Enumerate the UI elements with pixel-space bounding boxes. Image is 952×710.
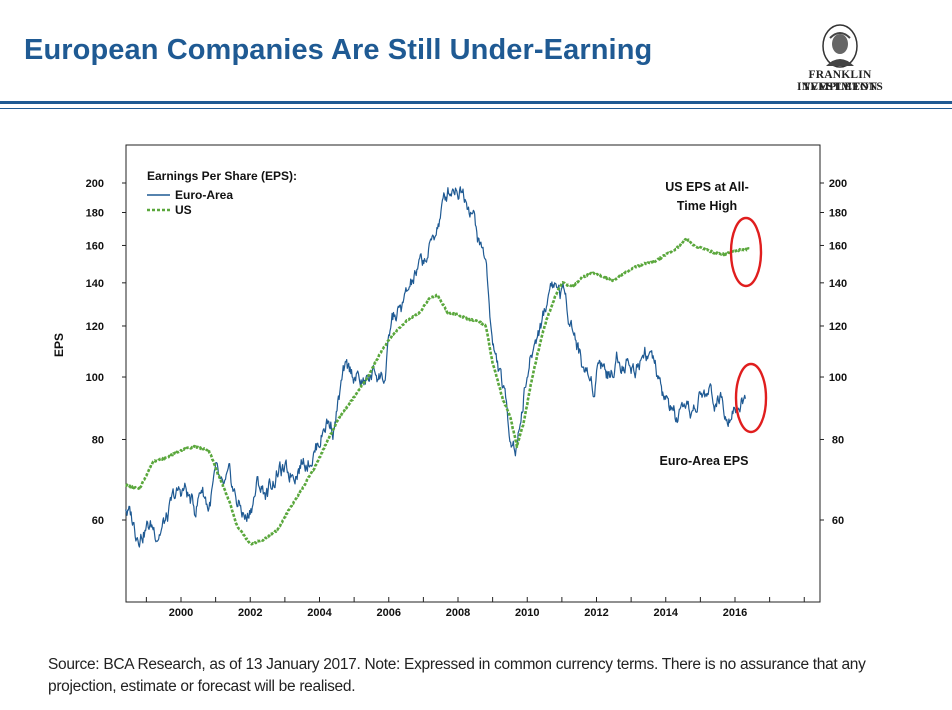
highlight-circle-euro xyxy=(734,362,768,434)
series-layer xyxy=(125,186,750,548)
logo-text-line1: FRANKLIN TEMPLETON xyxy=(802,69,878,93)
franklin-templeton-logo: FRANKLIN TEMPLETON INVESTMENTS xyxy=(780,24,900,96)
left-y-tick-label: 140 xyxy=(86,278,104,290)
legend-title: Earnings Per Share (EPS): xyxy=(147,169,297,183)
x-axis: 2000 2002 2004 2006 2008 2010 2012 2014 2016 xyxy=(145,597,805,619)
left-y-tick-label: 100 xyxy=(86,372,104,384)
right-y-tick-label: 100 xyxy=(829,372,847,384)
header-rule-thick xyxy=(0,101,952,104)
x-tick-label: 2004 xyxy=(307,607,332,619)
legend-euro-area-label: Euro-Area xyxy=(175,188,233,202)
logo-text-line2: INVESTMENTS xyxy=(797,81,883,93)
x-tick-label: 2006 xyxy=(377,607,401,619)
page-title: European Companies Are Still Under-Earni… xyxy=(24,34,653,66)
header-rule-thin xyxy=(0,108,952,109)
right-y-tick-label: 140 xyxy=(829,278,847,290)
annotation-us-ath-line2: Time High xyxy=(677,199,737,213)
left-y-tick-label: 200 xyxy=(86,178,104,190)
series-line-us xyxy=(125,236,750,546)
franklin-portrait-icon xyxy=(822,24,858,68)
x-tick-label: 2000 xyxy=(169,607,193,619)
highlight-circle-us xyxy=(729,216,763,288)
annotation-us-ath-line1: US EPS at All- xyxy=(665,180,749,194)
right-y-tick-label: 180 xyxy=(829,207,847,219)
right-y-tick-label: 80 xyxy=(832,434,844,446)
source-footnote: Source: BCA Research, as of 13 January 2… xyxy=(48,656,866,695)
x-tick-label: 2014 xyxy=(654,607,679,619)
left-y-tick-label: 60 xyxy=(92,515,104,527)
left-y-tick-label: 160 xyxy=(86,240,104,252)
series-line-euro-area xyxy=(125,186,746,548)
plot-frame xyxy=(125,144,821,603)
x-tick-label: 2010 xyxy=(515,607,539,619)
left-y-tick-label: 120 xyxy=(86,321,104,333)
legend: Earnings Per Share (EPS): Euro-Area US xyxy=(147,169,297,217)
right-y-tick-label: 160 xyxy=(829,240,847,252)
left-y-axis: 60 80 100 120 140 160 180 200 xyxy=(86,178,126,527)
left-y-tick-label: 180 xyxy=(86,207,104,219)
right-y-axis: 60 80 100 120 140 160 180 200 xyxy=(820,178,847,527)
right-y-tick-label: 60 xyxy=(832,515,844,527)
annotation-euro-area-eps: Euro-Area EPS xyxy=(660,454,749,468)
eps-line-chart: 60 80 100 120 140 160 180 200 60 80 100 120 140 160 1… xyxy=(52,144,847,619)
x-tick-label: 2002 xyxy=(238,607,262,619)
legend-us-label: US xyxy=(175,203,192,217)
right-y-tick-label: 120 xyxy=(829,321,847,333)
y-axis-label: EPS xyxy=(52,333,66,357)
left-y-tick-label: 80 xyxy=(92,434,104,446)
right-y-tick-label: 200 xyxy=(829,178,847,190)
x-tick-label: 2016 xyxy=(723,607,747,619)
x-tick-label: 2012 xyxy=(584,607,608,619)
x-tick-label: 2008 xyxy=(446,607,470,619)
